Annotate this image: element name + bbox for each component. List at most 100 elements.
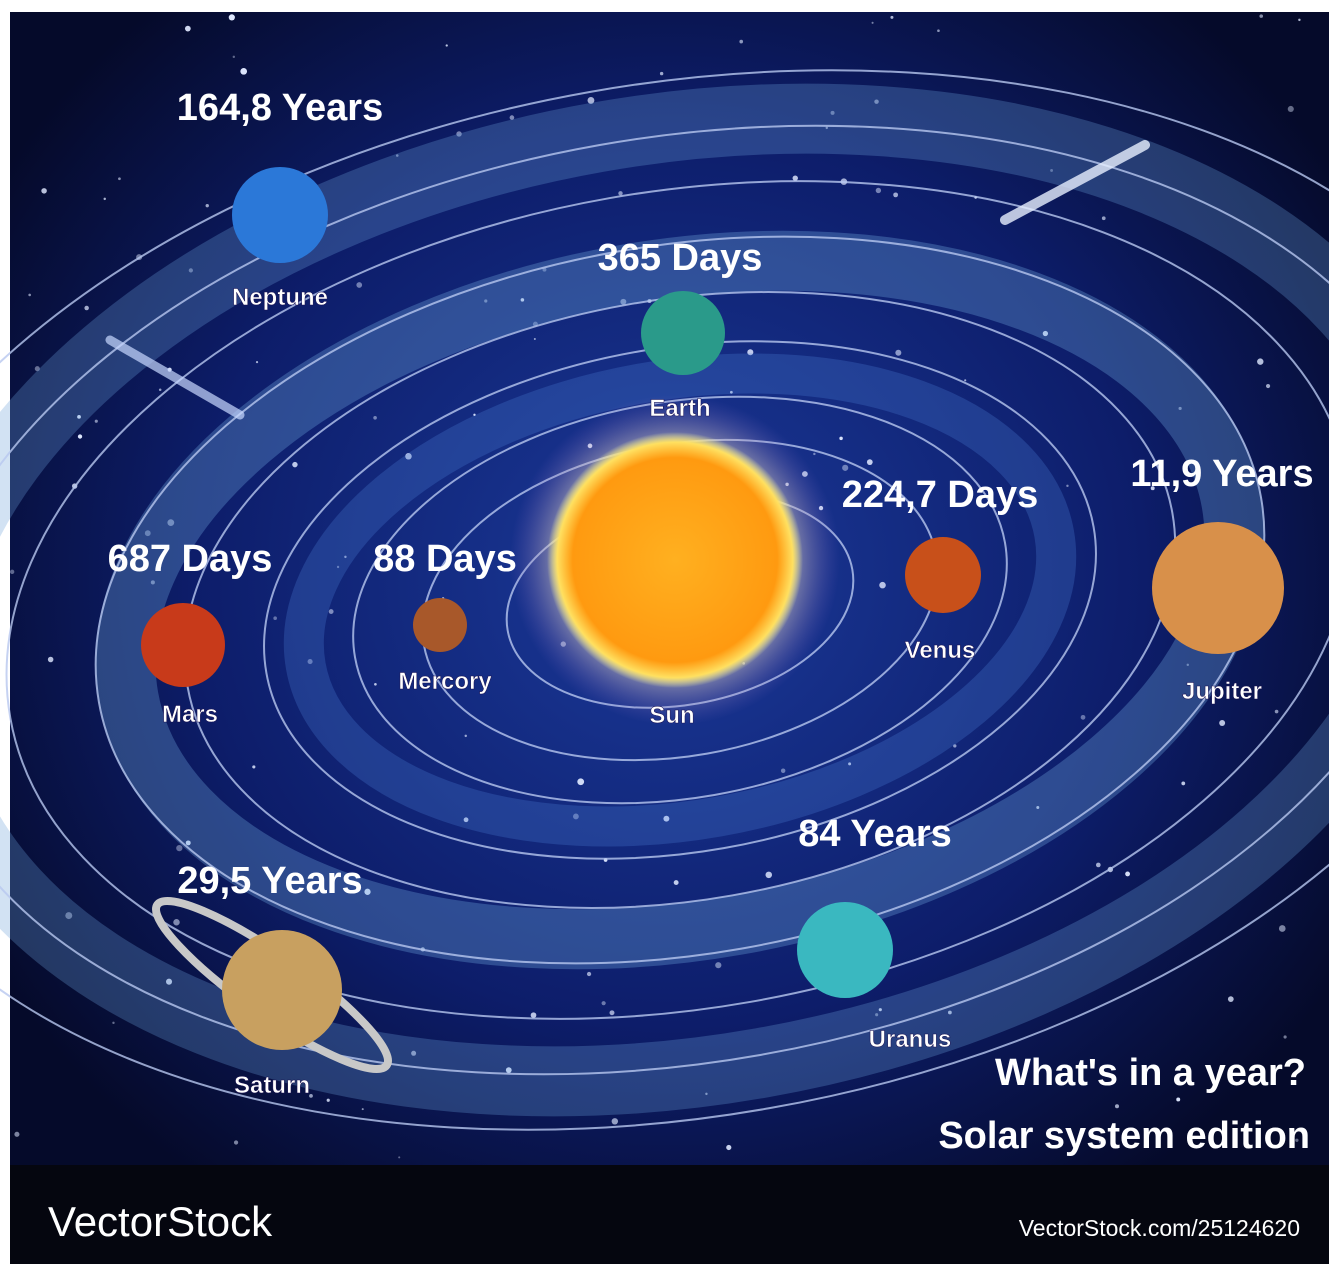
star bbox=[465, 735, 467, 737]
star bbox=[206, 204, 209, 207]
star bbox=[240, 68, 247, 75]
star bbox=[1125, 872, 1130, 877]
period-label: 164,8 Years bbox=[177, 87, 383, 129]
earth bbox=[641, 291, 725, 375]
star bbox=[839, 437, 842, 440]
star bbox=[587, 972, 591, 976]
period-label: 88 Days bbox=[373, 538, 517, 580]
star bbox=[715, 962, 721, 968]
period-label: 224,7 Days bbox=[842, 474, 1039, 516]
star bbox=[726, 1145, 731, 1150]
period-label: 11,9 Years bbox=[1130, 453, 1313, 495]
star bbox=[1259, 14, 1263, 18]
star bbox=[1066, 485, 1068, 487]
star bbox=[531, 1012, 537, 1018]
star bbox=[890, 16, 893, 19]
star bbox=[1096, 863, 1101, 868]
star bbox=[327, 1099, 330, 1102]
star bbox=[10, 570, 14, 574]
mercury bbox=[413, 598, 467, 652]
star bbox=[1228, 996, 1234, 1002]
mars bbox=[141, 603, 225, 687]
star bbox=[229, 14, 235, 20]
star bbox=[95, 420, 98, 423]
planet-name: Venus bbox=[905, 637, 976, 664]
star bbox=[765, 872, 772, 879]
watermark-url: VectorStock.com/25124620 bbox=[1019, 1215, 1300, 1241]
period-label: 29,5 Years bbox=[177, 860, 362, 902]
star bbox=[610, 1010, 615, 1015]
star bbox=[813, 453, 815, 455]
title: What's in a year? bbox=[995, 1052, 1306, 1094]
star bbox=[781, 769, 785, 773]
period-label: 84 Years bbox=[798, 813, 952, 855]
star bbox=[1298, 19, 1300, 21]
star bbox=[84, 306, 88, 310]
star bbox=[446, 44, 448, 46]
star bbox=[1081, 715, 1086, 720]
logo: VectorStock bbox=[48, 1198, 273, 1245]
star bbox=[1288, 106, 1294, 112]
jupiter bbox=[1152, 522, 1284, 654]
planet-name: Earth bbox=[649, 395, 710, 422]
planet-name: Mercory bbox=[398, 668, 492, 695]
star bbox=[872, 22, 874, 24]
star bbox=[793, 175, 798, 180]
planet-name: Mars bbox=[162, 701, 218, 728]
star bbox=[233, 56, 235, 58]
star bbox=[373, 416, 377, 420]
planet-name: Sun bbox=[649, 702, 694, 729]
star bbox=[356, 282, 362, 288]
star bbox=[1176, 1097, 1180, 1101]
star bbox=[118, 177, 121, 180]
star bbox=[660, 72, 663, 75]
star bbox=[1257, 358, 1263, 364]
planet-name: Neptune bbox=[232, 284, 328, 311]
star bbox=[876, 188, 881, 193]
star bbox=[1219, 720, 1225, 726]
star bbox=[842, 465, 848, 471]
star bbox=[577, 778, 584, 785]
star bbox=[895, 350, 901, 356]
period-label: 687 Days bbox=[108, 538, 273, 580]
star bbox=[14, 1132, 19, 1137]
star bbox=[292, 462, 297, 467]
planet-name: Jupiter bbox=[1182, 678, 1262, 705]
star bbox=[41, 188, 47, 194]
venus bbox=[905, 537, 981, 613]
neptune bbox=[232, 167, 328, 263]
planet-name: Uranus bbox=[869, 1026, 952, 1053]
star bbox=[1115, 1104, 1119, 1108]
star bbox=[48, 657, 54, 663]
subtitle: Solar system edition bbox=[938, 1115, 1310, 1157]
star bbox=[362, 1108, 364, 1110]
star bbox=[1102, 216, 1106, 220]
star bbox=[964, 379, 966, 381]
star bbox=[602, 1001, 606, 1005]
star bbox=[112, 1022, 114, 1024]
star bbox=[739, 40, 743, 44]
sun bbox=[547, 432, 803, 688]
star bbox=[273, 616, 277, 620]
star bbox=[256, 361, 258, 363]
period-label: 365 Days bbox=[598, 237, 763, 279]
star bbox=[1284, 1035, 1287, 1038]
star bbox=[78, 434, 82, 438]
star bbox=[893, 192, 898, 197]
star bbox=[329, 609, 334, 614]
star bbox=[28, 294, 31, 297]
illustration: 164,8 Years Neptune 365 Days Earth 224,7… bbox=[0, 0, 1329, 1264]
star bbox=[1181, 782, 1185, 786]
star bbox=[612, 1118, 618, 1124]
star bbox=[159, 388, 162, 391]
star bbox=[534, 338, 536, 340]
star bbox=[674, 880, 679, 885]
star bbox=[1279, 925, 1286, 932]
star bbox=[374, 683, 377, 686]
star bbox=[618, 191, 622, 195]
star bbox=[1275, 710, 1279, 714]
star bbox=[234, 1140, 238, 1144]
star bbox=[879, 582, 886, 589]
star bbox=[867, 459, 873, 465]
uranus bbox=[797, 902, 893, 998]
